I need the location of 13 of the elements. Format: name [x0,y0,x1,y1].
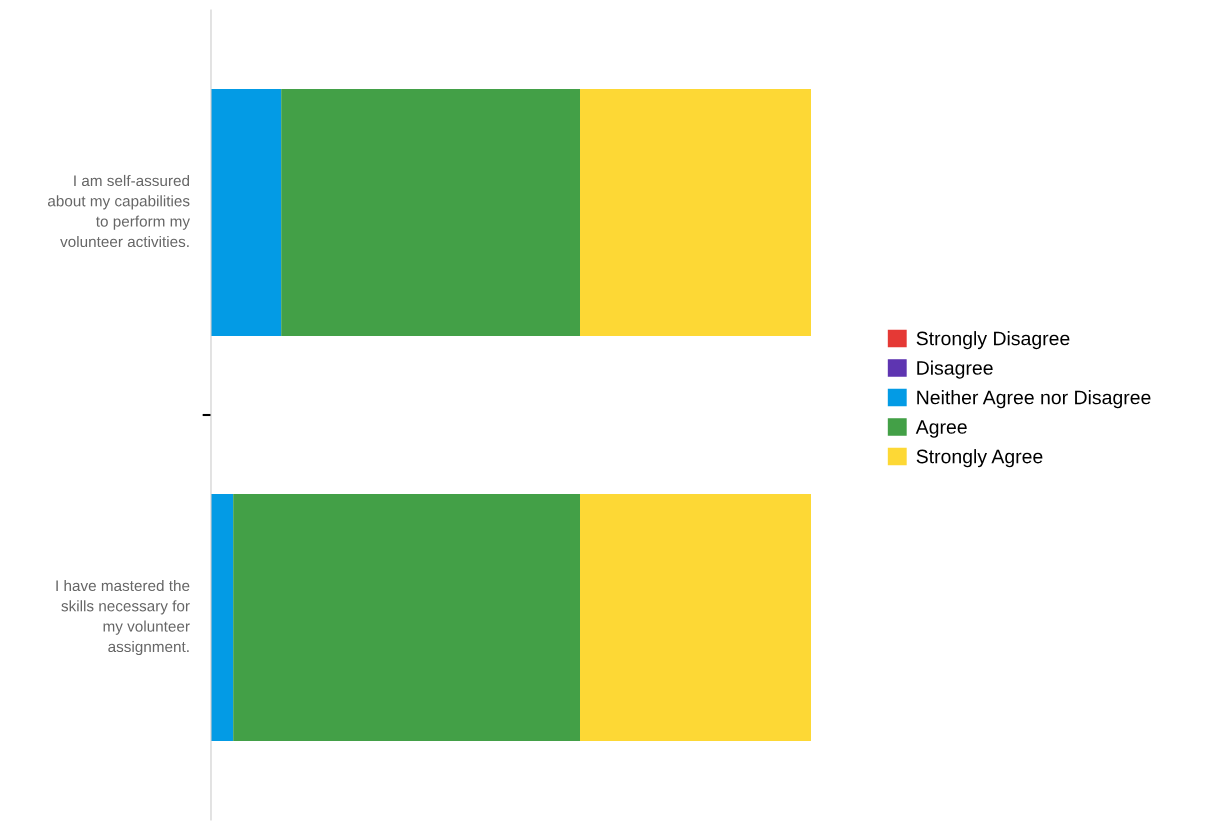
bar [281,88,580,337]
y-tick-label: I am self-assured about my capabilities to perform my volunteer activities. [47,174,190,248]
bar [211,493,234,742]
legend-label: Disagree [917,360,993,379]
bar [580,88,811,337]
legend-label: Neither Agree nor Disagree [917,390,1151,409]
y-tick-label: I have mastered the skills necessary for my volunteer assignment. [56,579,190,656]
bar [211,88,282,337]
bar [233,493,580,742]
legend-label: Strongly Agree [916,449,1043,468]
bar [580,493,811,742]
legend-label: Strongly Disagree [916,331,1070,350]
legend-label: Agree [915,420,967,438]
